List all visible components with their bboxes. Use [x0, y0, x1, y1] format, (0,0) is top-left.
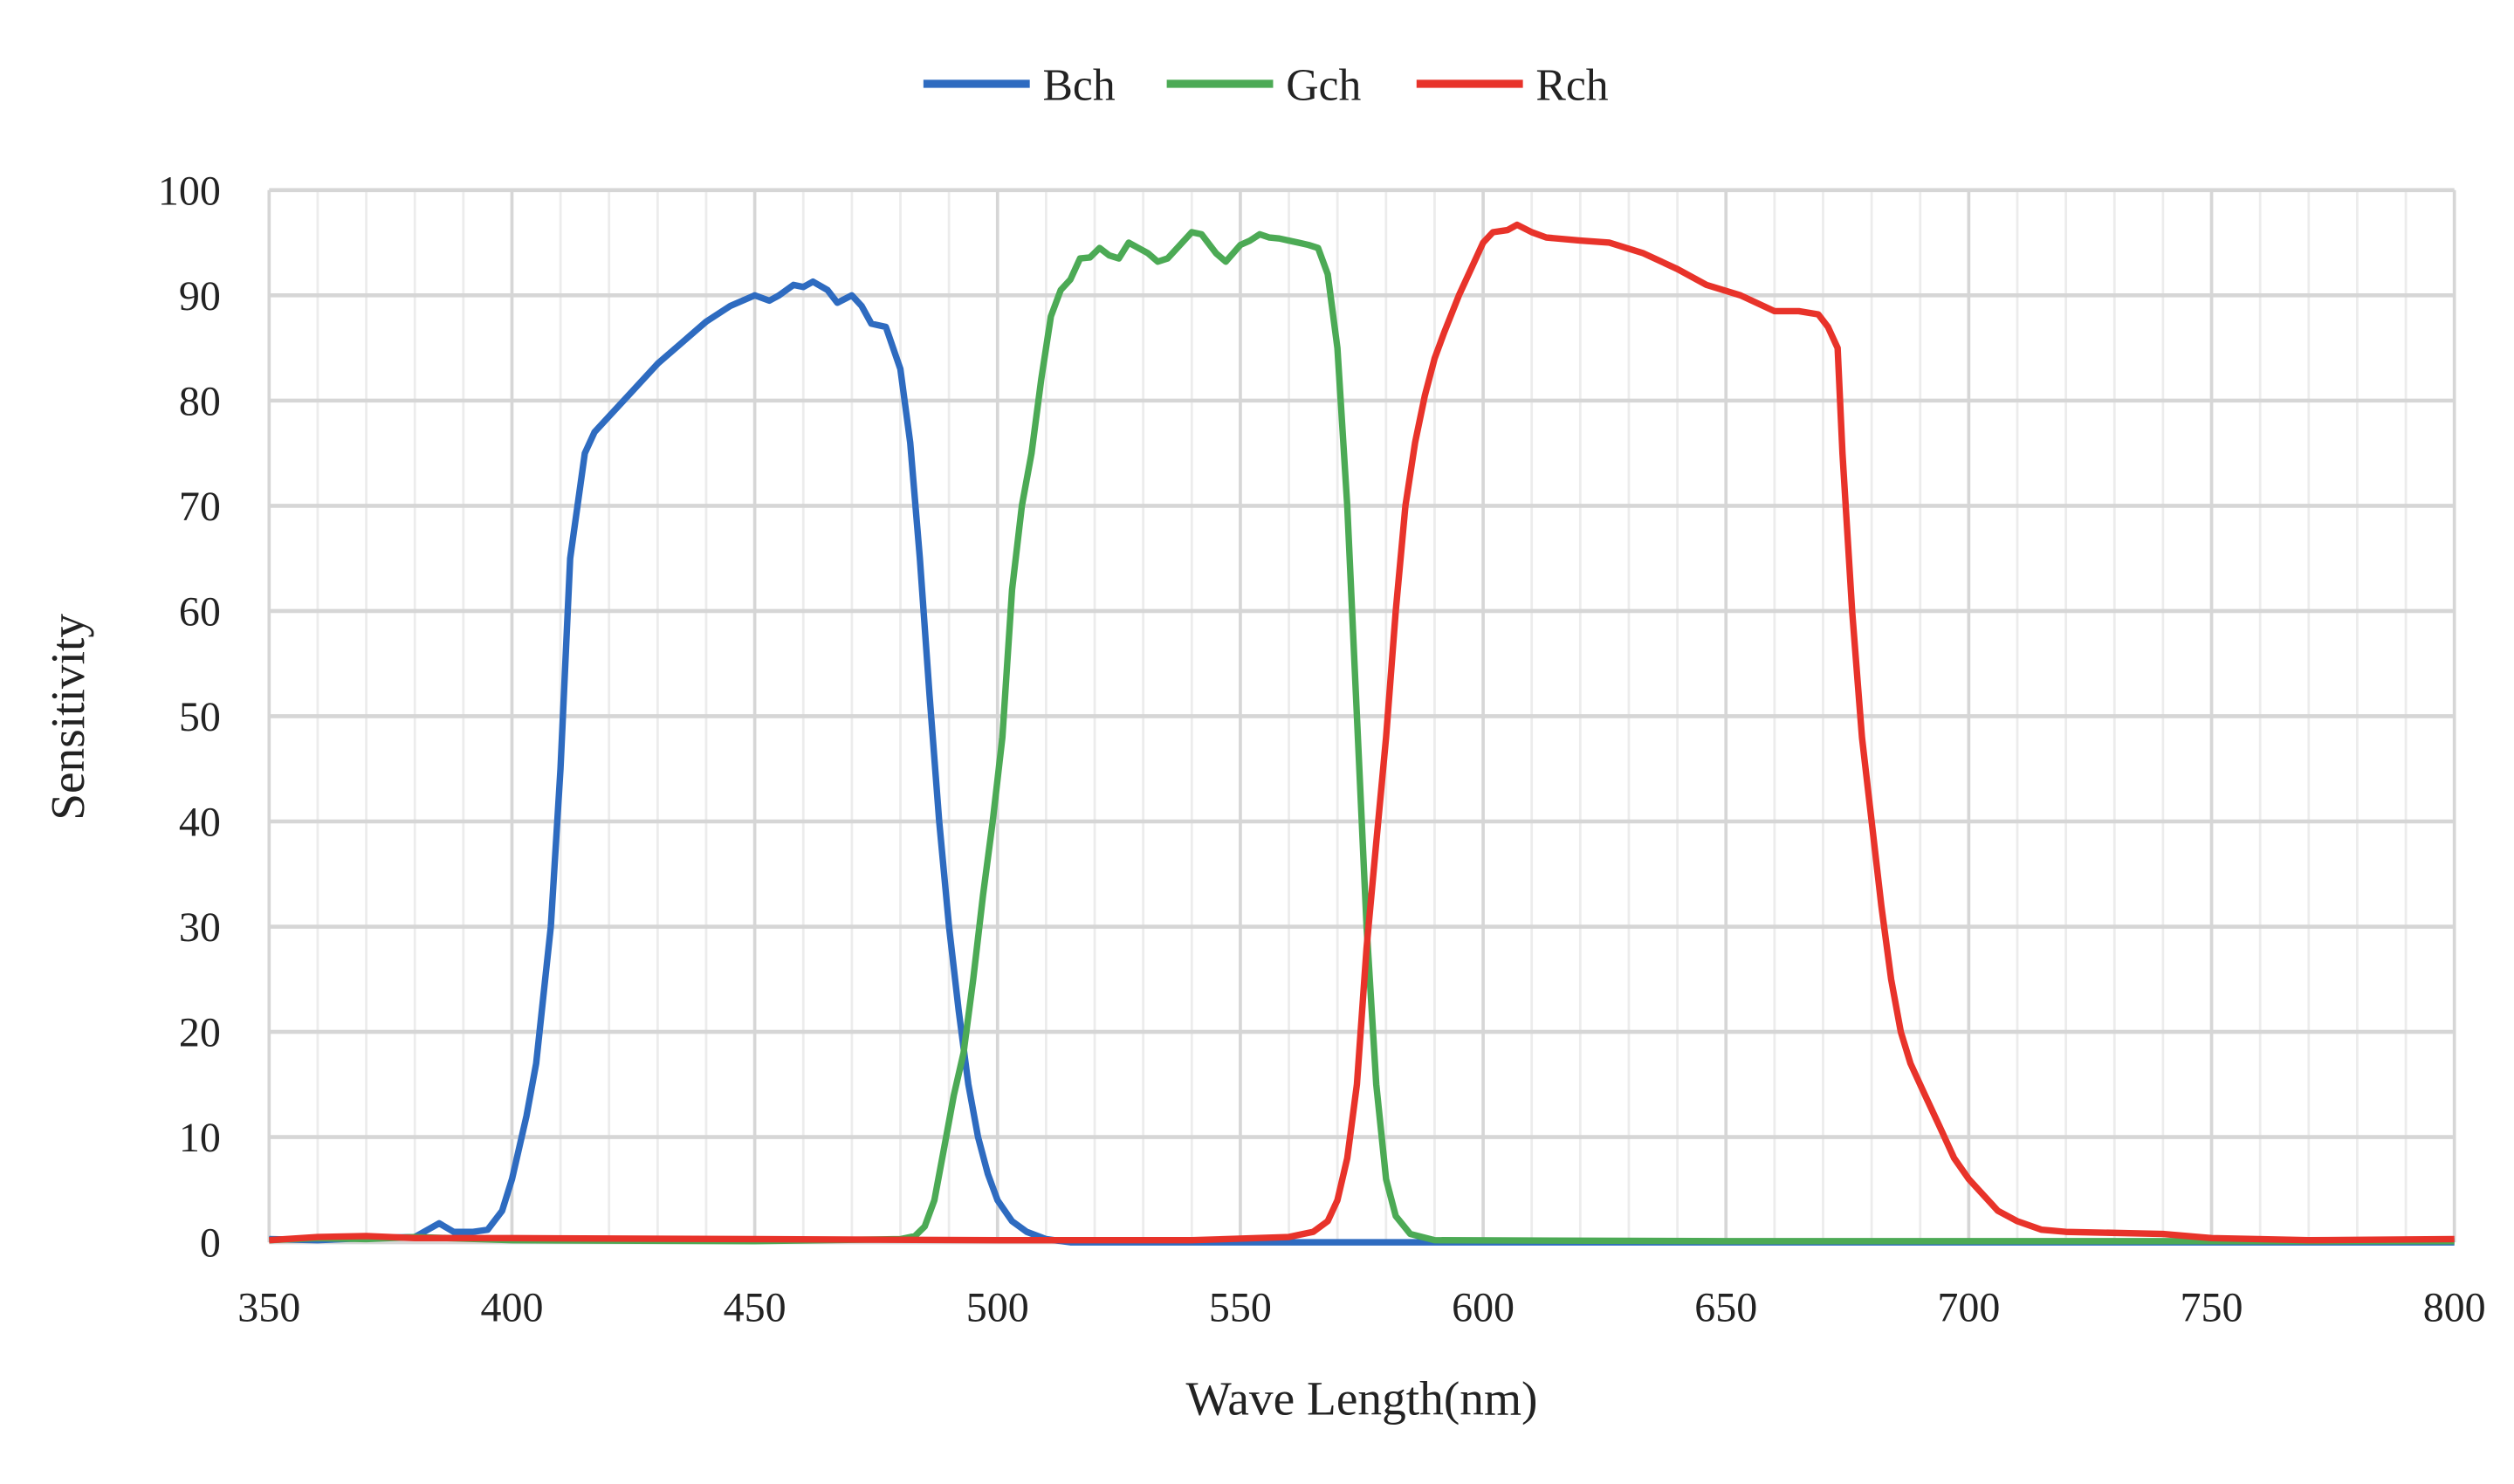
legend: Bch Gch Rch [923, 60, 1609, 110]
x-tick-label: 700 [1937, 1285, 2000, 1331]
y-tick-label: 70 [179, 484, 221, 530]
series-lines [269, 221, 2455, 1246]
y-tick-label: 30 [179, 904, 221, 951]
y-tick-label: 0 [200, 1220, 221, 1267]
series-line-gch [269, 229, 2455, 1245]
x-tick-label: 400 [480, 1285, 543, 1331]
grid [267, 188, 2456, 1245]
legend-label: Rch [1535, 60, 1608, 110]
x-tick-label: 350 [237, 1285, 300, 1331]
y-tick-label: 40 [179, 800, 221, 846]
y-tick-label: 50 [179, 694, 221, 740]
x-tick-label: 450 [724, 1285, 786, 1331]
x-tick-label: 500 [966, 1285, 1029, 1331]
x-tick-label: 550 [1209, 1285, 1272, 1331]
y-tick-label: 20 [179, 1010, 221, 1056]
x-tick-label: 800 [2423, 1285, 2486, 1331]
series-line-rch [269, 221, 2455, 1244]
y-tick-labels: 0 10 20 30 40 50 60 70 80 90 100 [158, 168, 221, 1266]
y-tick-label: 90 [179, 273, 221, 319]
legend-label: Bch [1042, 60, 1115, 110]
x-tick-label: 750 [2181, 1285, 2243, 1331]
x-tick-label: 600 [1452, 1285, 1515, 1331]
x-tick-label: 650 [1694, 1285, 1757, 1331]
y-tick-label: 100 [158, 168, 221, 214]
y-axis-label: Sensitivity [41, 614, 94, 821]
x-tick-labels: 350 400 450 500 550 600 650 700 750 800 [237, 1285, 2485, 1331]
legend-label: Gch [1286, 60, 1361, 110]
x-axis-label: Wave Length(nm) [1186, 1372, 1538, 1426]
y-tick-label: 80 [179, 378, 221, 424]
y-tick-label: 10 [179, 1115, 221, 1161]
y-tick-label: 60 [179, 589, 221, 636]
